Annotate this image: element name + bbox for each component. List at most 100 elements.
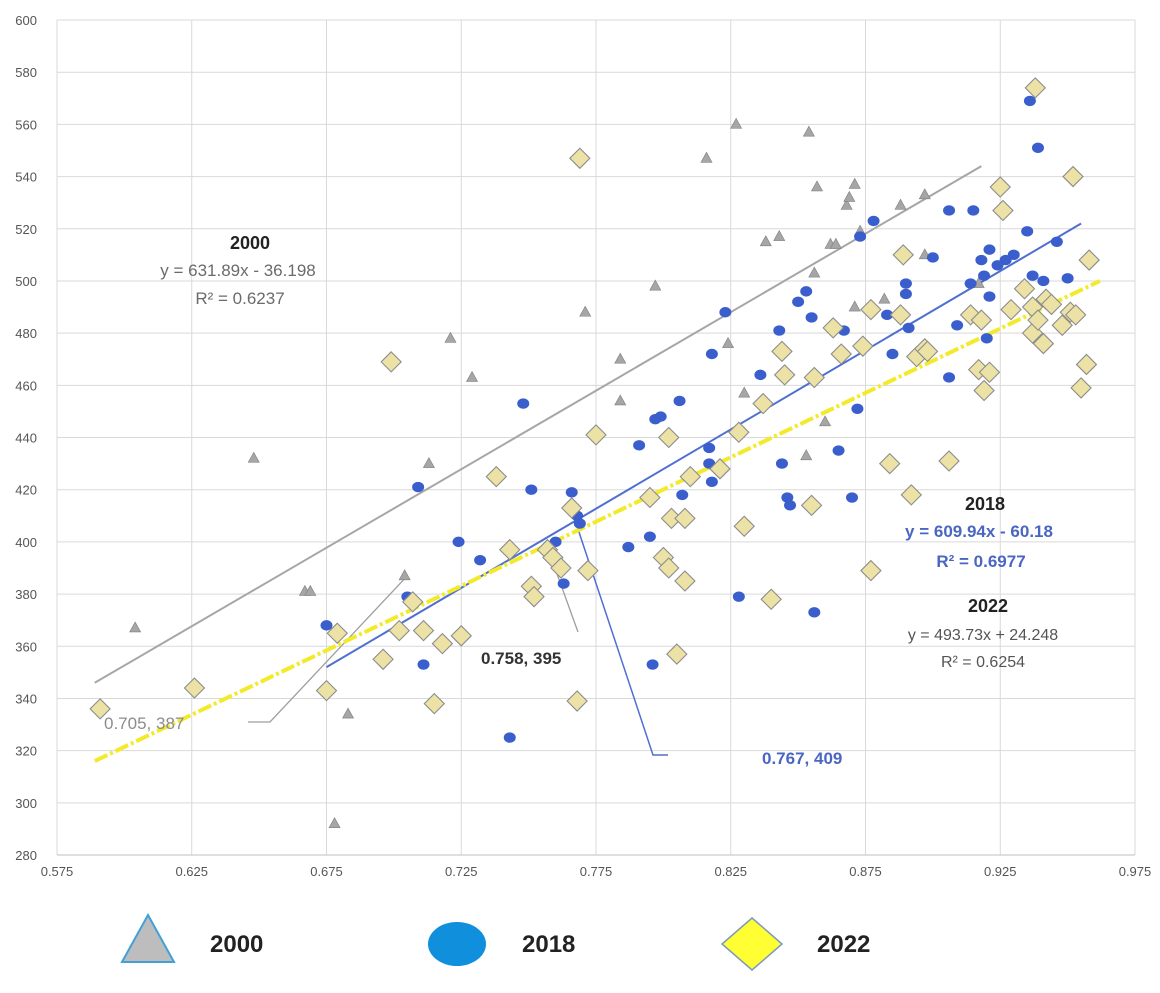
point-2022-diamond: [1024, 77, 1047, 99]
annotation-2000-equation: y = 631.89x - 36.198: [160, 261, 315, 280]
point-2018-circle: [899, 288, 912, 300]
point-2022-diamond: [1062, 165, 1084, 188]
point-2022-diamond: [938, 450, 960, 472]
point-2000-triangle: [878, 292, 891, 304]
point-2018-circle: [800, 286, 813, 297]
point-2022-diamond: [1013, 277, 1036, 300]
y-tick-label: 360: [15, 639, 37, 654]
point-2000-triangle: [398, 569, 411, 581]
point-2018-circle: [705, 348, 718, 360]
point-2018-circle: [673, 395, 686, 407]
point-2000-triangle: [829, 237, 842, 249]
y-tick-label: 500: [15, 274, 37, 289]
y-tick-label: 440: [15, 431, 37, 446]
annotation-2018: 2018 y = 609.94x - 60.18 R² = 0.6977: [905, 494, 1053, 571]
y-tick-label: 480: [15, 326, 37, 341]
point-2018-circle: [983, 291, 996, 302]
point-2000-triangle: [759, 235, 772, 247]
point-2022-diamond: [709, 458, 731, 480]
point-2000-triangle: [918, 188, 931, 200]
y-tick-label: 320: [15, 744, 37, 759]
point-2018-circle: [951, 320, 964, 331]
point-2022-diamond: [577, 559, 599, 582]
y-tick-label: 460: [15, 378, 37, 393]
point-2022-diamond: [666, 643, 688, 665]
point-2022-diamond: [1027, 309, 1049, 331]
point-2000-triangle: [700, 151, 713, 163]
point-2022-diamond: [388, 619, 411, 642]
point-2018-circle: [452, 536, 465, 548]
point-2022-diamond: [679, 465, 702, 488]
point-2000-triangle: [802, 125, 815, 137]
point-2022-diamond: [674, 570, 696, 592]
x-tick-label: 0.675: [310, 864, 343, 879]
point-2000-triangle: [722, 336, 735, 348]
point-2000-triangle: [730, 117, 743, 129]
point-2022-diamond: [900, 484, 923, 506]
point-2018-circle: [975, 254, 988, 266]
point-2022-diamond: [498, 538, 521, 561]
point-2022-diamond: [728, 421, 750, 444]
point-2018-circle: [1023, 95, 1036, 107]
point-2022-diamond: [315, 679, 338, 702]
point-2018-circle: [1061, 273, 1074, 284]
point-2018-circle: [557, 578, 570, 589]
point-2018-circle: [854, 231, 867, 242]
x-tick-label: 0.575: [41, 864, 74, 879]
point-2022-diamond: [657, 426, 680, 449]
point-2022-diamond: [412, 619, 435, 642]
point-2022-diamond: [989, 176, 1012, 198]
annotation-2022: 2022 y = 493.73x + 24.248 R² = 0.6254: [908, 596, 1058, 671]
point-2022-diamond: [760, 588, 782, 611]
point-2022-diamond: [674, 507, 696, 530]
point-2000-triangle: [328, 817, 341, 828]
x-tick-label: 0.975: [1119, 864, 1152, 879]
point-2000-triangle: [819, 415, 832, 427]
point-2018-circle: [517, 398, 530, 409]
point-2018-circle: [978, 270, 991, 281]
point-2018-circle: [867, 215, 880, 227]
point-2022-diamond: [803, 366, 826, 389]
annotation-2022-r2: R² = 0.6254: [941, 654, 1025, 671]
legend-label-2000: 2000: [210, 931, 263, 958]
point-2022-diamond: [830, 343, 853, 365]
point-2018-circle: [676, 489, 689, 501]
point-2022-diamond: [852, 335, 874, 357]
point-2018-circle: [851, 403, 864, 414]
legend-circle-icon: [428, 922, 486, 966]
point-2022-diamond: [1078, 249, 1100, 271]
point-2018-circle: [1026, 270, 1039, 281]
point-2018-circle: [943, 205, 956, 216]
x-tick-label: 0.625: [175, 864, 208, 879]
point-2018-circle: [719, 307, 732, 318]
point-2000-triangle: [422, 456, 435, 468]
grid-lines: [56, 19, 1136, 856]
point-2000-triangle: [466, 370, 479, 382]
annotation-2022-title: 2022: [968, 596, 1008, 616]
point-2022-diamond: [431, 632, 454, 655]
point-2018-circle: [622, 541, 635, 553]
point-2022-diamond: [550, 557, 572, 579]
point-2018-circle: [902, 322, 915, 334]
point-2022-diamond: [560, 497, 583, 519]
point-2022-diamond: [1000, 298, 1022, 321]
point-2018-circle: [732, 591, 745, 602]
point-2018-circle: [474, 554, 487, 566]
point-2000-triangle: [614, 352, 627, 364]
y-tick-label: 300: [15, 796, 37, 811]
point-2018-circle: [1031, 142, 1044, 154]
point-2018-circle: [565, 487, 578, 498]
point-2022-diamond: [657, 557, 680, 579]
y-tick-label: 600: [15, 13, 37, 28]
point-2018-circle: [1037, 275, 1050, 287]
point-2018-circle: [773, 325, 786, 336]
point-2018-circle: [705, 476, 718, 488]
point-2018-circle: [633, 440, 646, 451]
point-2022-diamond: [733, 515, 756, 537]
point-2018-circle: [643, 531, 656, 542]
axis-ticks: 280 300 320 340 360 380 400 420 440 460 480 500 520 5…: [15, 13, 1151, 879]
point-2018-circle: [320, 620, 333, 631]
x-tick-label: 0.725: [445, 864, 478, 879]
point-2000-triangle: [848, 300, 861, 312]
point-2000-triangle: [247, 451, 260, 463]
